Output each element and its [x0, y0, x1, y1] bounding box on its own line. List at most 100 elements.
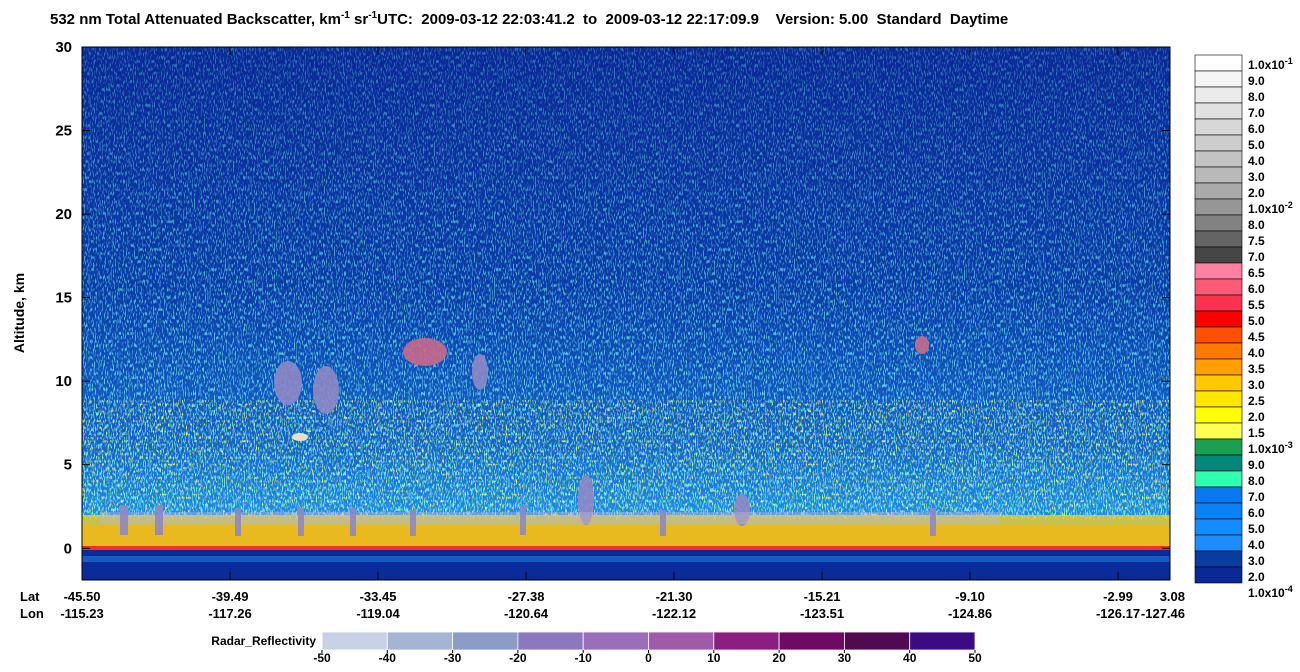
- colorbar-label-text: 8.0: [1248, 474, 1265, 488]
- colorbar-label: 1.0x10-3: [1248, 440, 1293, 456]
- colorbar-label: 7.0: [1248, 490, 1265, 504]
- colorbar-label-exp: -1: [1285, 56, 1293, 66]
- colorbar-label-text: 7.0: [1248, 490, 1265, 504]
- colorbar-label: 6.5: [1248, 266, 1265, 280]
- plot-frame: [81, 46, 1171, 581]
- colorbar-box: [1194, 374, 1243, 392]
- colorbar-label: 1.5: [1248, 426, 1265, 440]
- x-tick-label: -119.04: [356, 606, 400, 621]
- colorbar-label-text: 2.0: [1248, 570, 1265, 584]
- colorbar-label-text: 3.0: [1248, 378, 1265, 392]
- colorbar-label-text: 6.0: [1248, 122, 1265, 136]
- colorbar-box: [1194, 70, 1243, 88]
- colorbar-label: 4.0: [1248, 538, 1265, 552]
- radar-features: [100, 336, 1000, 536]
- colorbar-box: [1194, 454, 1243, 472]
- colorbar-label-text: 9.0: [1248, 458, 1265, 472]
- colorbar-box: [1194, 422, 1243, 440]
- colorbar-label-text: 5.5: [1248, 298, 1265, 312]
- x-tick-label: 3.08: [1160, 589, 1185, 604]
- x-tick-label: -33.45: [360, 589, 397, 604]
- colorbar-box: [1194, 358, 1243, 376]
- surface: [82, 546, 1170, 550]
- y-tick-label: 0: [64, 540, 72, 557]
- colorbar-label-text: 6.0: [1248, 506, 1265, 520]
- colorbar-box: [1194, 438, 1243, 456]
- y-tick-label: 5: [64, 457, 72, 474]
- colorbar-label: 5.0: [1248, 522, 1265, 536]
- radar-colorbar-box: [517, 631, 584, 651]
- radar-tick-label: -10: [575, 651, 593, 665]
- colorbar-label-exp: -3: [1285, 440, 1293, 450]
- radar-tick-label: 10: [707, 651, 721, 665]
- colorbar-box: [1194, 182, 1243, 200]
- colorbar-label: 8.0: [1248, 90, 1265, 104]
- x-tick-label: -27.38: [508, 589, 545, 604]
- colorbar-box: [1194, 214, 1243, 232]
- colorbar-label: 2.0: [1248, 570, 1265, 584]
- colorbar-label-text: 8.0: [1248, 218, 1265, 232]
- colorbar-label-exp: -4: [1285, 584, 1293, 594]
- x-tick-label: -15.21: [804, 589, 841, 604]
- colorbar-box: [1194, 550, 1243, 568]
- y-tick-label: 30: [55, 39, 72, 56]
- radar-tick-label: 20: [772, 651, 786, 665]
- radar-colorbar-box: [648, 631, 715, 651]
- colorbar-box: [1194, 230, 1243, 248]
- colorbar-label: 4.5: [1248, 330, 1265, 344]
- chart-title: 532 nm Total Attenuated Backscatter, km-…: [50, 10, 1008, 28]
- x-tick-label: -124.86: [948, 606, 992, 621]
- colorbar-box: [1194, 134, 1243, 152]
- x-tick-label: -123.51: [800, 606, 844, 621]
- colorbar-box: [1194, 262, 1243, 280]
- radar-colorbar-box: [844, 631, 911, 651]
- radar-tick-label: 40: [903, 651, 917, 665]
- colorbar-label-text: 1.0x10: [1248, 58, 1285, 72]
- subsurface: [82, 550, 1170, 580]
- radar-tick-label: 0: [645, 651, 652, 665]
- radar-colorbar-box: [778, 631, 845, 651]
- colorbar-box: [1194, 118, 1243, 136]
- colorbar-label-text: 5.0: [1248, 314, 1265, 328]
- colorbar-label-text: 7.5: [1248, 234, 1265, 248]
- x-tick-label: -117.26: [208, 606, 251, 621]
- colorbar-label: 1.0x10-1: [1248, 56, 1293, 72]
- colorbar-label: 2.0: [1248, 410, 1265, 424]
- backscatter-image: [81, 46, 1171, 581]
- radar-colorbar-box: [452, 631, 519, 651]
- colorbar-box: [1194, 326, 1243, 344]
- colorbar-label: 4.0: [1248, 346, 1265, 360]
- y-tick-label: 10: [55, 373, 72, 390]
- colorbar-box: [1194, 390, 1243, 408]
- x-row-label: Lat: [20, 589, 40, 604]
- x-tick-label: -2.99: [1103, 589, 1133, 604]
- colorbar-label-text: 3.0: [1248, 170, 1265, 184]
- colorbar-label-text: 3.0: [1248, 554, 1265, 568]
- colorbar-label: 6.0: [1248, 506, 1265, 520]
- colorbar-box: [1194, 294, 1243, 312]
- colorbar-label: 7.5: [1248, 234, 1265, 248]
- radar-tick-label: -30: [444, 651, 462, 665]
- colorbar-label: 9.0: [1248, 74, 1265, 88]
- colorbar-box: [1194, 246, 1243, 264]
- colorbar-label: 2.0: [1248, 186, 1265, 200]
- colorbar-label: 8.0: [1248, 474, 1265, 488]
- colorbar-box: [1194, 486, 1243, 504]
- colorbar-label-text: 2.0: [1248, 186, 1265, 200]
- radar-colorbar-box: [909, 631, 976, 651]
- colorbar-label-text: 2.5: [1248, 394, 1265, 408]
- colorbar-label: 4.0: [1248, 154, 1265, 168]
- colorbar-label: 6.0: [1248, 122, 1265, 136]
- colorbar-label: 6.0: [1248, 282, 1265, 296]
- colorbar-box: [1194, 406, 1243, 424]
- colorbar-label: 3.0: [1248, 554, 1265, 568]
- colorbar-label-text: 9.0: [1248, 74, 1265, 88]
- colorbar-label: 3.0: [1248, 170, 1265, 184]
- x-tick-label: -45.50: [64, 589, 101, 604]
- x-tick-label: -120.64: [504, 606, 549, 621]
- colorbar-box: [1194, 86, 1243, 104]
- colorbar-box: [1194, 566, 1243, 584]
- colorbar-label: 8.0: [1248, 218, 1265, 232]
